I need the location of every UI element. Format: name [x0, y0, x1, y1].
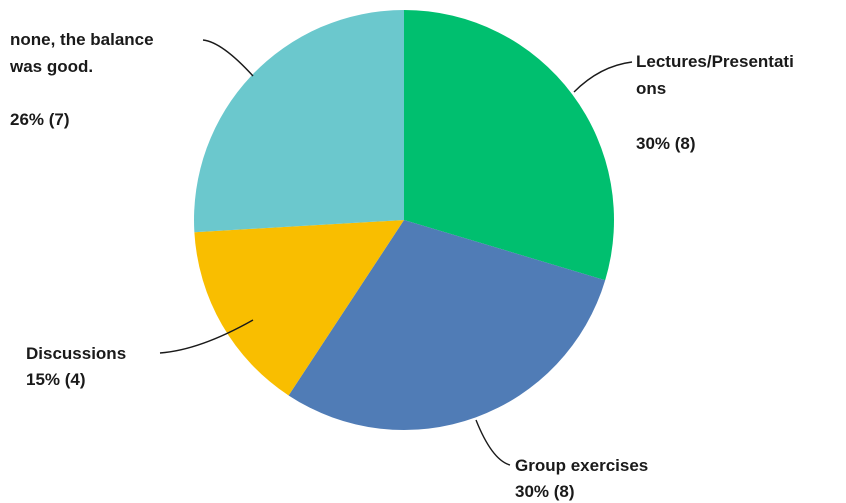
- pie-slice-lectures-presentations: [404, 10, 615, 281]
- leader-line-lectures-presentations: [573, 61, 633, 93]
- leader-lines: [159, 39, 633, 466]
- slice-label-lectures-presentations: Lectures/Presentati: [636, 52, 794, 71]
- slice-label-none-balance-good-line2: was good.: [9, 57, 93, 76]
- pie-slice-discussions: [194, 220, 404, 396]
- pie-slices: [194, 10, 615, 431]
- slice-label-lectures-presentations-line2: ons: [636, 79, 666, 98]
- leader-line-group-exercises: [475, 419, 511, 466]
- leader-line-discussions: [159, 319, 254, 354]
- slice-value-discussions: 15% (4): [26, 370, 86, 389]
- leader-line-none-balance-good: [202, 39, 254, 77]
- pie-slice-none-balance-good: [194, 10, 404, 233]
- slice-label-group-exercises: Group exercises: [515, 456, 648, 475]
- slice-value-none-balance-good: 26% (7): [10, 110, 70, 129]
- slice-label-discussions: Discussions: [26, 344, 126, 363]
- pie-slice-group-exercises: [288, 220, 606, 431]
- slice-label-none-balance-good: none, the balance: [10, 30, 154, 49]
- slice-value-group-exercises: 30% (8): [515, 482, 575, 501]
- slice-value-lectures-presentations: 30% (8): [636, 134, 696, 153]
